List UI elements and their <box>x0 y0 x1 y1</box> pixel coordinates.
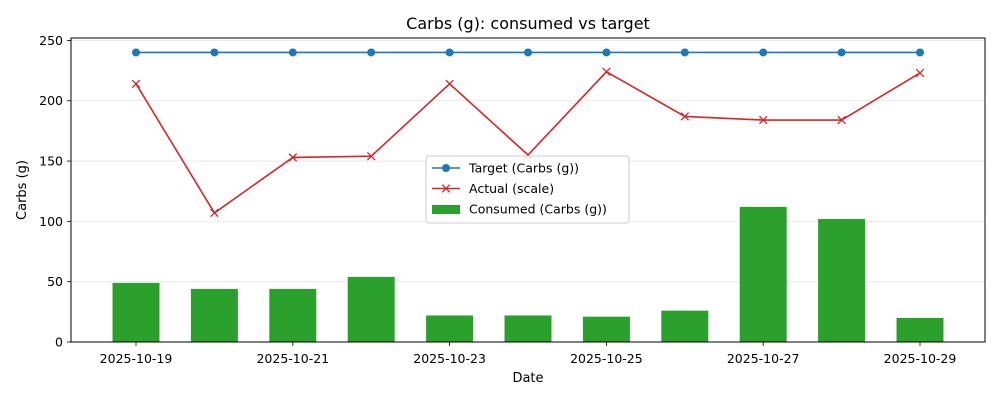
x-axis: 2025-10-19 2025-10-21 2025-10-23 2025-10-25… <box>100 342 957 366</box>
legend-label: Consumed (Carbs (g)) <box>469 202 607 217</box>
legend-box <box>425 155 630 224</box>
line-point <box>759 48 768 57</box>
legend-marker <box>441 184 451 193</box>
bar <box>504 315 552 342</box>
line-point <box>915 68 925 78</box>
line-point <box>445 79 454 89</box>
bar <box>426 315 474 342</box>
plot-frame <box>70 37 986 343</box>
x-tick-label: 2025-10-21 <box>256 351 329 366</box>
bar <box>896 317 944 342</box>
legend: Target (Carbs (g)) Actual (scale) Consumed… <box>425 155 630 224</box>
bar <box>190 288 238 342</box>
bar <box>112 282 160 342</box>
legend-marker <box>442 164 450 172</box>
line-point <box>837 115 846 125</box>
y-tick-label: 150 <box>39 154 63 169</box>
y-tick-label: 250 <box>39 33 63 48</box>
legend-label: Actual (scale) <box>469 181 554 196</box>
line-series <box>131 48 925 218</box>
line-point <box>288 48 297 57</box>
x-tick-label: 2025-10-19 <box>100 351 173 366</box>
legend-label: Target (Carbs (g)) <box>468 161 579 176</box>
x-axis-label: Date <box>512 371 543 386</box>
y-axis-label: Carbs (g) <box>15 160 30 220</box>
line-point <box>602 67 611 77</box>
y-axis: 0 50 100 150 200 250 <box>39 33 71 350</box>
bar <box>582 316 630 342</box>
bar-series <box>112 206 944 342</box>
line-point <box>210 48 219 57</box>
y-tick-label: 200 <box>39 93 63 108</box>
bar <box>739 206 787 342</box>
line-point <box>210 208 219 218</box>
line-point <box>758 115 768 125</box>
legend-swatch <box>432 205 460 214</box>
y-tick-label: 50 <box>47 274 63 289</box>
x-tick-label: 2025-10-29 <box>884 351 957 366</box>
line-point <box>680 48 689 57</box>
y-tick-label: 0 <box>55 335 63 350</box>
line-point <box>680 112 690 121</box>
line-point <box>288 153 298 162</box>
y-tick-label: 100 <box>39 214 63 229</box>
bar <box>269 288 317 342</box>
x-tick-label: 2025-10-23 <box>413 351 486 366</box>
bar <box>347 276 395 342</box>
line-point <box>524 48 532 57</box>
line-point <box>916 48 924 57</box>
x-tick-label: 2025-10-25 <box>570 351 643 366</box>
x-tick-label: 2025-10-27 <box>727 351 800 366</box>
line-point <box>132 48 140 57</box>
line-point <box>445 48 454 57</box>
line-point <box>367 48 376 57</box>
bar <box>818 218 866 342</box>
bar <box>661 310 709 342</box>
line-point <box>366 151 376 161</box>
line-point <box>602 48 611 57</box>
chart-title: Carbs (g): consumed vs target <box>406 14 650 33</box>
line-point <box>131 79 141 89</box>
line-point <box>837 48 846 57</box>
